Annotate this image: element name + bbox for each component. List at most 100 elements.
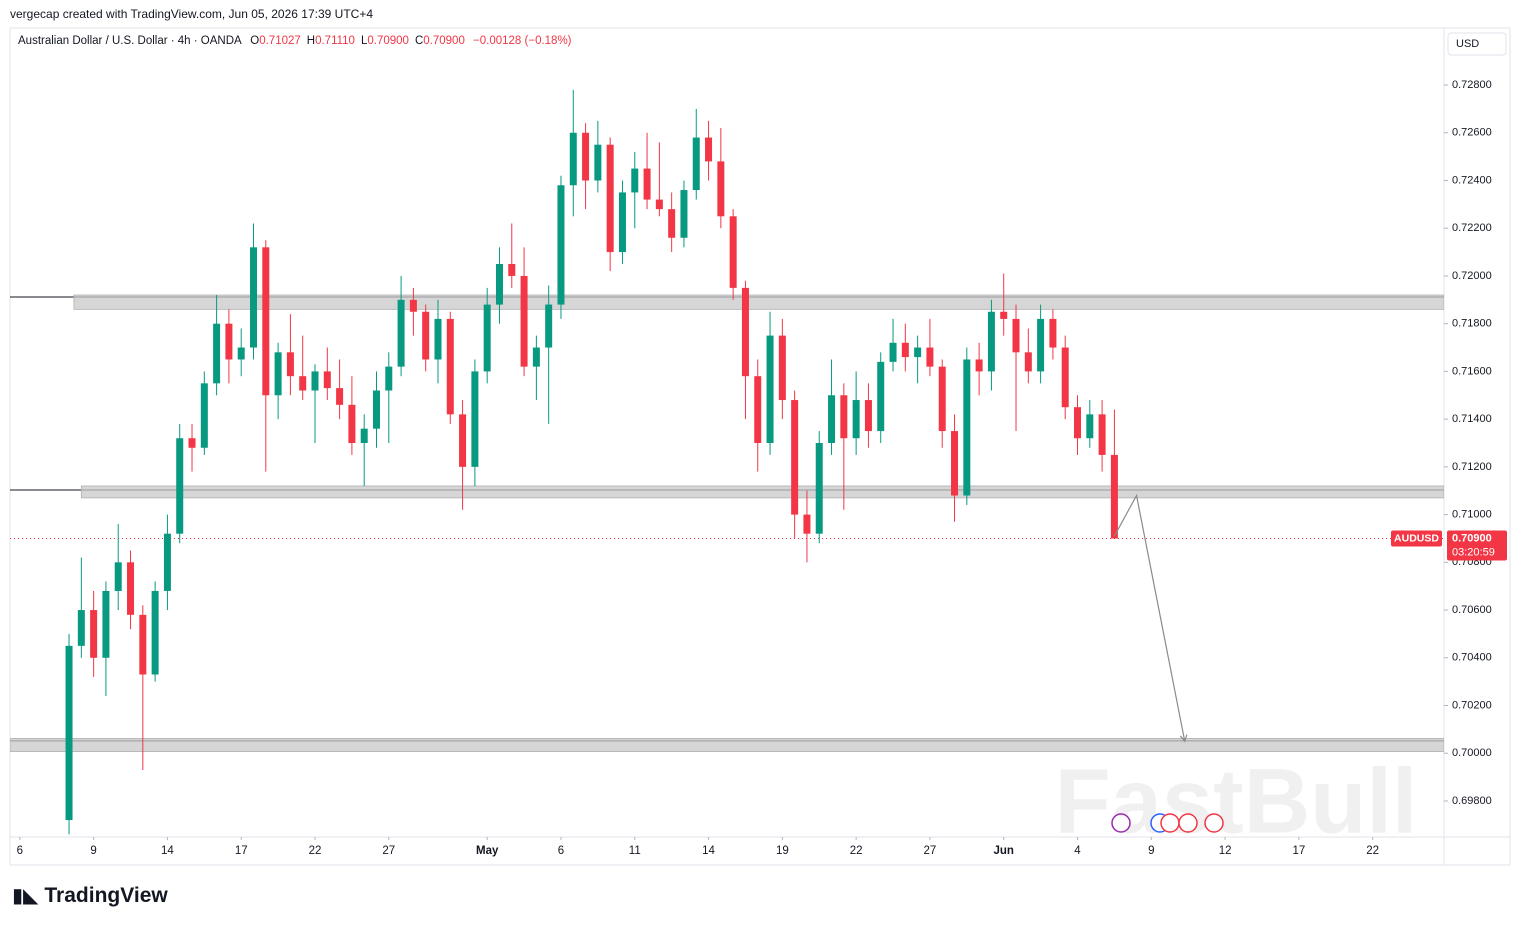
candle-body (741, 287, 749, 377)
candle-body (360, 428, 368, 444)
x-tick-label: 22 (309, 845, 322, 857)
candle-body (1037, 318, 1045, 372)
candle-body (483, 304, 491, 372)
zone (73, 294, 1444, 310)
price-tag: 0.70900 (1452, 532, 1492, 544)
ohlc-values: O0.71027 H0.71110 L0.70900 C0.70900 (244, 35, 465, 47)
quote-value: 0.70900 (423, 35, 465, 47)
candle-body (938, 366, 946, 432)
projection-path (1113, 493, 1186, 742)
candle-body (877, 361, 885, 432)
candle-body (606, 144, 614, 253)
quote-key: L (360, 35, 368, 47)
y-tick-label: 0.71000 (1452, 508, 1492, 520)
candle-body (766, 335, 774, 444)
x-tick-label: 14 (702, 845, 715, 857)
candle-body (77, 610, 85, 646)
y-tick-label: 0.72600 (1452, 127, 1492, 139)
candle-body (372, 390, 380, 429)
quote-key: O (250, 35, 260, 47)
candle-body (520, 275, 528, 367)
candle-body (1049, 318, 1057, 348)
price-tag-bg (1447, 530, 1507, 561)
x-tick-label: 22 (850, 845, 863, 857)
x-tick-label: 17 (1292, 845, 1305, 857)
candle-body (1086, 414, 1094, 439)
event-icons (1111, 813, 1224, 833)
candle-body (594, 144, 602, 181)
x-tick-label: 27 (924, 845, 937, 857)
candle-body (336, 388, 344, 405)
candle-body (127, 562, 135, 615)
y-tick-label: 0.71400 (1452, 413, 1492, 425)
candle-body (987, 311, 995, 372)
candle-body (815, 443, 823, 534)
candle-body (311, 371, 319, 391)
x-tick-label: 4 (1074, 845, 1081, 857)
candle-body (200, 383, 208, 448)
candle-body (409, 299, 417, 312)
candle-body (323, 371, 331, 389)
candle-body (65, 645, 73, 821)
candle-body (852, 400, 860, 439)
symbol-tag: AUDUSD (1394, 533, 1439, 545)
candle-body (926, 347, 934, 367)
candle-body (299, 376, 307, 391)
candle-body (102, 590, 110, 658)
candle-body (1024, 352, 1032, 372)
candle-body (1000, 311, 1008, 319)
candle-body (864, 400, 872, 432)
candle-body (680, 190, 688, 238)
y-tick-label: 0.71800 (1452, 318, 1492, 330)
candle-body (901, 342, 909, 358)
x-tick-label: 6 (558, 845, 564, 857)
candle-body (446, 318, 454, 415)
candle-body (791, 400, 799, 515)
x-tick-label: 9 (90, 845, 96, 857)
x-tick-label: 22 (1366, 845, 1379, 857)
candle-body (1110, 454, 1118, 539)
candle-body (975, 359, 983, 372)
y-tick-label: 0.69800 (1452, 795, 1492, 807)
y-tick-label: 0.72800 (1452, 79, 1492, 91)
candle-body (778, 335, 786, 401)
candle-body (237, 347, 245, 360)
candle-body (914, 347, 922, 358)
candle-body (828, 395, 836, 444)
currency-button[interactable] (1447, 32, 1507, 56)
change: −0.00128 (−0.18%) (473, 35, 572, 47)
candle-body (471, 371, 479, 467)
candle-body (717, 161, 725, 217)
candle-body (151, 590, 159, 675)
quote-value: 0.71110 (315, 35, 355, 47)
candle-body (385, 366, 393, 391)
y-tick-label: 0.70000 (1452, 747, 1492, 759)
candle-body (729, 216, 737, 288)
logo-text: TradingView (44, 884, 168, 907)
x-tick-label: 6 (17, 845, 23, 857)
candle-body (532, 347, 540, 367)
chart-frame (9, 27, 1511, 866)
candle-body (569, 132, 577, 186)
candle-body (213, 323, 221, 384)
candle-body (163, 533, 171, 591)
candle-body (90, 610, 98, 658)
candle-body (754, 376, 762, 444)
candle-body (286, 352, 294, 377)
candle-body (1012, 318, 1020, 353)
candle-body (951, 431, 959, 496)
candle-body (188, 438, 196, 448)
zone (80, 485, 1444, 499)
candle-body (1074, 407, 1082, 439)
watermark: FastBull (1055, 750, 1418, 852)
currency: USD (1456, 38, 1479, 50)
attribution: vergecap created with TradingView.com, J… (10, 7, 373, 21)
quote-key: H (306, 35, 316, 47)
y-tick-label: 0.70600 (1452, 604, 1492, 616)
footer-logo: ▮◣ TradingView (12, 883, 168, 908)
candle-body (139, 614, 147, 675)
y-tick-label: 0.70200 (1452, 699, 1492, 711)
x-tick-label: Jun (993, 845, 1013, 857)
